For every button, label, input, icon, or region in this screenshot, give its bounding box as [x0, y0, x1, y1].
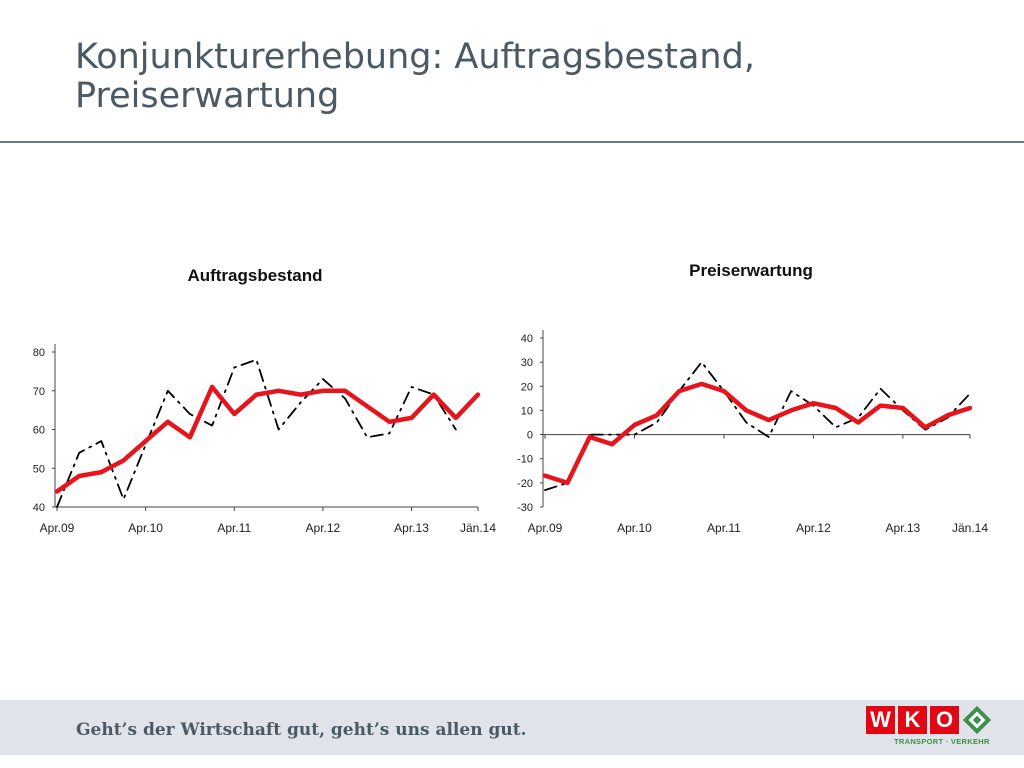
- y-tick-label: 20: [521, 381, 533, 393]
- y-tick-label: 70: [33, 386, 45, 398]
- y-tick-label: 0: [527, 430, 533, 442]
- x-tick-label: Apr.11: [217, 521, 251, 535]
- wko-logo: W K O TRANSPORT · VERKEHR: [866, 704, 996, 748]
- y-tick-label: 60: [33, 425, 45, 437]
- x-tick-label: Apr.10: [128, 521, 163, 535]
- title-divider: [0, 141, 1024, 143]
- y-tick-label: -20: [517, 478, 533, 490]
- charts-area: Auftragsbestand 40 50 60 70 80 Apr.09 Apr.10 Apr…: [33, 261, 989, 535]
- x-tick-label: Apr.10: [617, 521, 652, 535]
- footer-bar: [0, 700, 1024, 755]
- slide-title: Konjunkturerhebung: Auftragsbestand, Pre…: [75, 38, 975, 116]
- x-tick-label: Jän.14: [952, 521, 988, 535]
- x-tick-label: Apr.12: [796, 521, 831, 535]
- footer-tagline: Geht’s der Wirtschaft gut, geht’s uns al…: [76, 720, 527, 740]
- y-tick-label: -10: [517, 454, 533, 466]
- transport-emblem-icon: [962, 705, 992, 735]
- y-tick-label: 40: [521, 333, 533, 345]
- y-tick-label: 40: [33, 502, 45, 514]
- y-tick-label: 10: [521, 405, 533, 417]
- logo-letter-k: K: [898, 706, 927, 734]
- series-line-red: [542, 381, 973, 486]
- chart-title: Preiserwartung: [689, 261, 813, 280]
- y-tick-label: 50: [33, 463, 45, 475]
- x-tick-label: Jän.14: [460, 521, 496, 535]
- series-line-red: [54, 384, 481, 494]
- slide-title-line-1: Konjunkturerhebung: Auftragsbestand,: [75, 37, 755, 77]
- series-line-black: [544, 361, 971, 492]
- y-tick-label: 30: [521, 357, 533, 369]
- logo-letter-w: W: [866, 706, 895, 734]
- x-tick-label: Apr.09: [528, 521, 563, 535]
- chart-1: Auftragsbestand 40 50 60 70 80 Apr.09 Apr.10 Apr…: [33, 266, 497, 535]
- series-line-black: [56, 358, 457, 508]
- slide-title-line-2: Preiserwartung: [75, 76, 340, 116]
- logo-letter-o: O: [930, 706, 959, 734]
- logo-subtitle: TRANSPORT · VERKEHR: [894, 737, 990, 746]
- chart-2: Preiserwartung -30 -20 -10 0 10 20 30 40 Apr.09 Ap…: [517, 261, 988, 535]
- x-tick-label: Apr.12: [306, 521, 341, 535]
- y-tick-label: 80: [33, 347, 45, 359]
- y-tick-label: -30: [517, 502, 533, 514]
- x-tick-label: Apr.09: [40, 521, 75, 535]
- x-tick-label: Apr.13: [886, 521, 921, 535]
- x-tick-label: Apr.13: [394, 521, 429, 535]
- chart-title: Auftragsbestand: [187, 266, 322, 285]
- x-tick-label: Apr.11: [707, 521, 741, 535]
